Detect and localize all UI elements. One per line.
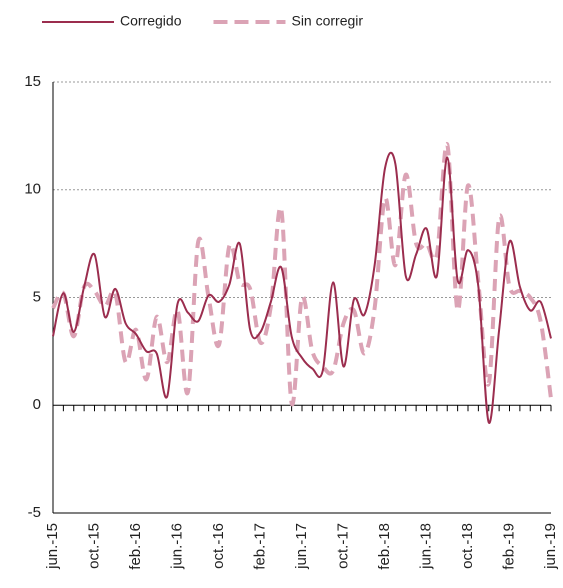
y-tick-label: -5: [28, 504, 41, 521]
y-tick-label: 10: [24, 181, 41, 198]
x-tick-label: oct.-17: [334, 523, 351, 569]
series-line: [51, 142, 553, 407]
legend-label: Sin corregir: [291, 13, 363, 29]
x-tick-label: feb.-19: [500, 523, 517, 570]
x-tick-label: oct.-16: [210, 523, 227, 569]
y-tick-label: 0: [33, 396, 41, 413]
x-tick-label: feb.-16: [127, 523, 144, 570]
x-tick-label: feb.-17: [251, 523, 268, 570]
series-line: [52, 151, 552, 424]
x-tick-label: oct.-18: [459, 523, 476, 569]
x-tick-label: jun.-17: [293, 523, 310, 570]
y-tick-label: 15: [24, 73, 41, 90]
x-tick-label: jun.-19: [542, 523, 559, 570]
legend-label: Corregido: [120, 13, 182, 29]
y-tick-label: 5: [33, 288, 41, 305]
x-tick-label: jun.-16: [168, 523, 185, 570]
x-tick-label: feb.-18: [376, 523, 393, 570]
x-tick-label: oct.-15: [85, 523, 102, 569]
x-tick-label: jun.-15: [44, 523, 61, 570]
x-tick-label: jun.-18: [417, 523, 434, 570]
